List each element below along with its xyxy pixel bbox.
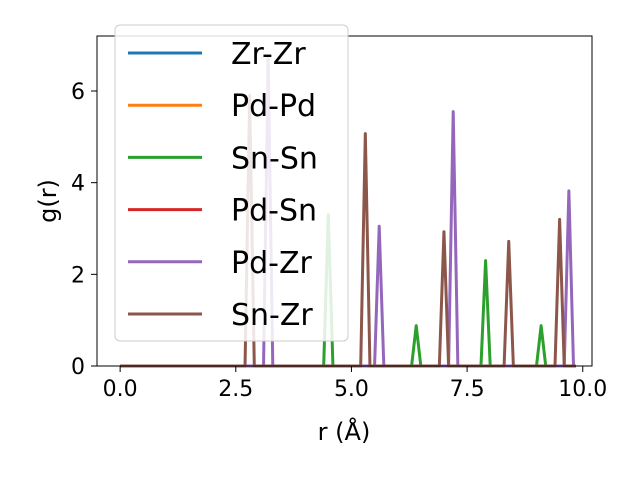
legend-label-pd-pd: Pd-Pd [231, 89, 316, 124]
y-axis-label: g(r) [34, 179, 62, 223]
y-tick-label: 0 [71, 355, 85, 380]
legend-label-sn-sn: Sn-Sn [231, 141, 318, 176]
x-tick-label: 10.0 [558, 377, 607, 402]
x-tick-label: 0.0 [103, 377, 138, 402]
x-axis: 0.0 2.5 5.0 7.5 10.0 [103, 366, 607, 402]
legend-label-pd-zr: Pd-Zr [231, 246, 313, 281]
y-tick-label: 2 [71, 263, 85, 288]
y-tick-label: 6 [71, 80, 85, 105]
x-tick-label: 2.5 [218, 377, 253, 402]
legend: Zr-Zr Pd-Pd Sn-Sn Pd-Sn Pd-Zr Sn-Zr [114, 24, 349, 342]
y-axis: 0 2 4 6 [71, 80, 97, 380]
y-tick-label: 4 [71, 172, 85, 197]
x-axis-label: r (Å) [318, 417, 371, 446]
x-tick-label: 7.5 [450, 377, 485, 402]
legend-box [114, 24, 349, 342]
legend-label-sn-zr: Sn-Zr [231, 298, 313, 333]
legend-label-zr-zr: Zr-Zr [231, 37, 306, 72]
legend-label-pd-sn: Pd-Sn [231, 194, 317, 229]
x-tick-label: 5.0 [334, 377, 369, 402]
